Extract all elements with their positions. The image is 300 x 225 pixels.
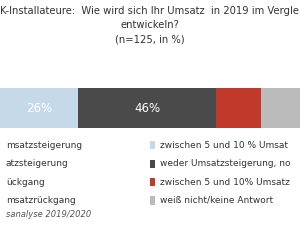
Text: weiß nicht/keine Antwort: weiß nicht/keine Antwort — [160, 196, 273, 205]
Bar — [216, 88, 261, 128]
Bar — [78, 88, 216, 128]
Bar — [0, 88, 78, 128]
Text: sanalyse 2019/2020: sanalyse 2019/2020 — [6, 210, 91, 219]
Text: msatzsteigerung: msatzsteigerung — [6, 141, 82, 150]
Text: atzsteigerung: atzsteigerung — [6, 159, 69, 168]
Text: 46%: 46% — [134, 101, 160, 115]
Text: ückgang: ückgang — [6, 178, 45, 187]
Text: weder Umsatzsteigerung, no: weder Umsatzsteigerung, no — [160, 159, 290, 168]
Text: K-Installateure:  Wie wird sich Ihr Umsatz  in 2019 im Vergle: K-Installateure: Wie wird sich Ihr Umsat… — [1, 6, 299, 16]
Text: zwischen 5 und 10 % Umsat: zwischen 5 und 10 % Umsat — [160, 141, 288, 150]
Bar — [261, 88, 300, 128]
Text: entwickeln?: entwickeln? — [121, 20, 179, 30]
Text: 26%: 26% — [26, 101, 52, 115]
Text: msatzrückgang: msatzrückgang — [6, 196, 76, 205]
Text: zwischen 5 und 10% Umsatz: zwischen 5 und 10% Umsatz — [160, 178, 290, 187]
Text: (n=125, in %): (n=125, in %) — [115, 35, 185, 45]
